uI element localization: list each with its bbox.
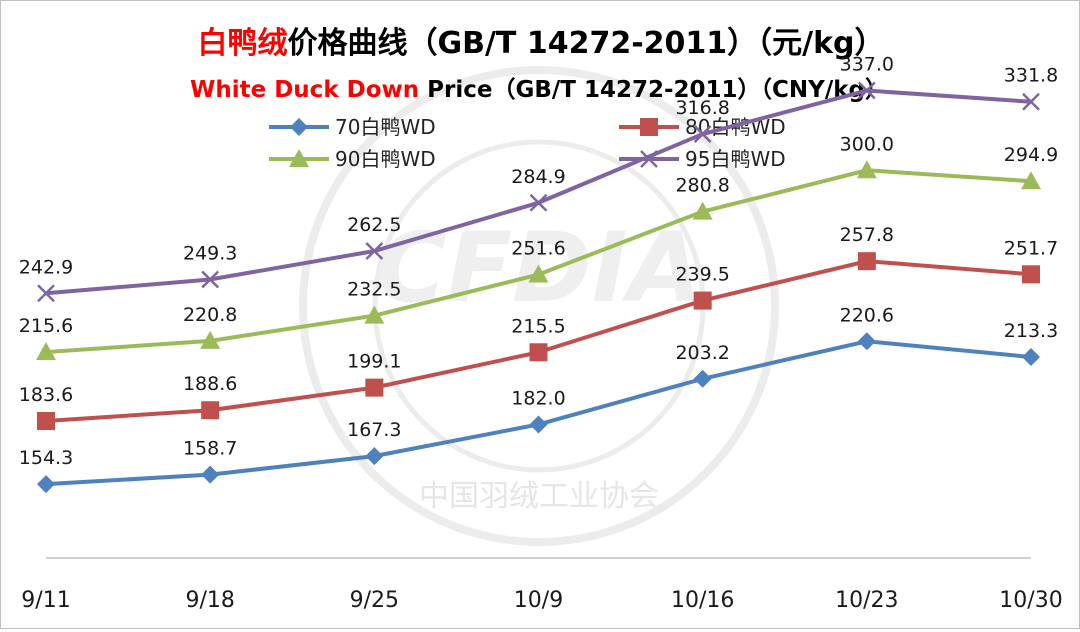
data-label: 215.5 xyxy=(511,315,565,337)
series-3 xyxy=(36,160,1041,361)
data-label: 215.6 xyxy=(19,315,73,337)
data-point xyxy=(1021,171,1041,190)
data-point xyxy=(201,401,220,420)
x-tick-label: 10/9 xyxy=(514,588,563,613)
data-label: 199.1 xyxy=(347,351,401,373)
data-point xyxy=(365,447,384,466)
chart-title-en: White Duck Down Price（GB/T 14272-2011）（C… xyxy=(190,76,888,103)
data-label: 331.8 xyxy=(1004,65,1058,87)
series-1 xyxy=(37,332,1040,494)
data-label: 262.5 xyxy=(347,214,401,236)
legend-swatch-marker xyxy=(290,118,308,136)
legend-item: 90白鸭WD xyxy=(269,147,436,171)
data-label: 203.2 xyxy=(675,342,729,364)
data-label: 242.9 xyxy=(19,256,73,278)
data-point xyxy=(528,264,549,283)
data-point xyxy=(693,291,712,310)
data-point xyxy=(693,125,712,143)
series-layer xyxy=(36,81,1041,494)
data-point xyxy=(201,465,220,484)
data-point xyxy=(857,332,876,351)
data-point xyxy=(1022,348,1040,367)
data-label: 158.7 xyxy=(183,438,237,460)
data-point xyxy=(529,415,548,434)
legend-swatch-marker xyxy=(640,118,658,136)
series-4 xyxy=(37,81,1040,303)
data-label: 280.8 xyxy=(675,175,729,197)
chart-title-cn-highlight: 白鸭绒 xyxy=(197,26,287,61)
data-label: 232.5 xyxy=(347,279,401,301)
legend-item: 70白鸭WD xyxy=(269,115,436,139)
x-tick-label: 10/30 xyxy=(999,588,1062,613)
x-tick-label: 9/11 xyxy=(21,588,70,613)
data-label: 300.0 xyxy=(840,133,894,155)
legend-item: 95白鸭WD xyxy=(619,147,786,171)
data-point xyxy=(1022,92,1040,111)
data-label: 239.5 xyxy=(675,264,729,286)
data-label: 220.6 xyxy=(840,304,894,326)
data-label: 167.3 xyxy=(347,419,401,441)
data-point xyxy=(37,411,55,430)
x-tick-label: 10/16 xyxy=(671,588,734,613)
data-label: 154.3 xyxy=(19,447,73,469)
data-label: 213.3 xyxy=(1004,320,1058,342)
data-point xyxy=(529,193,548,212)
chart-title-en-highlight: White Duck Down xyxy=(190,77,419,103)
legend-swatch-marker xyxy=(289,149,309,167)
legend-label: 95白鸭WD xyxy=(685,147,786,171)
data-label: 284.9 xyxy=(511,166,565,188)
data-point xyxy=(365,242,384,260)
data-label: 182.0 xyxy=(511,387,565,409)
data-label: 249.3 xyxy=(183,242,237,264)
data-point xyxy=(365,378,384,397)
legend-label: 90白鸭WD xyxy=(335,147,436,171)
data-point xyxy=(857,81,876,100)
data-label: 251.7 xyxy=(1004,237,1058,259)
data-label: 294.9 xyxy=(1004,144,1058,166)
chart-title-cn-rest: 价格曲线（GB/T 14272-2011）（元/kg） xyxy=(287,26,884,61)
data-point xyxy=(201,270,220,289)
data-label: 188.6 xyxy=(183,373,237,395)
data-point xyxy=(37,284,55,303)
data-label: 257.8 xyxy=(840,224,894,246)
data-label: 220.8 xyxy=(183,304,237,326)
chart-title-en-rest: Price（GB/T 14272-2011）（CNY/kg） xyxy=(419,76,888,103)
data-label: 251.6 xyxy=(511,238,565,260)
data-point xyxy=(200,330,221,349)
data-label: 337.0 xyxy=(840,54,894,76)
data-point xyxy=(364,305,385,324)
data-point xyxy=(857,252,876,271)
data-point xyxy=(692,201,713,220)
data-label: 316.8 xyxy=(675,97,729,119)
data-point xyxy=(37,475,55,494)
data-point xyxy=(36,342,56,361)
data-point xyxy=(693,369,712,388)
x-tick-label: 9/25 xyxy=(350,588,399,613)
data-label: 183.6 xyxy=(19,384,73,406)
data-point xyxy=(529,343,548,362)
x-tick-label: 9/18 xyxy=(185,588,234,613)
data-label-layer: 154.3 158.7 167.3 182.0 203.2 220.6 213.3 183.6… xyxy=(19,54,1058,470)
data-point xyxy=(1022,265,1040,284)
data-point xyxy=(856,160,877,179)
series-2 xyxy=(37,252,1040,430)
legend-label: 70白鸭WD xyxy=(335,115,436,139)
watermark-text: 中国羽绒工业协会 xyxy=(419,479,659,514)
x-axis: 9/11 9/18 9/25 10/9 10/16 10/23 10/30 xyxy=(21,557,1063,613)
chart-title-cn: 白鸭绒价格曲线（GB/T 14272-2011）（元/kg） xyxy=(197,26,884,61)
x-tick-label: 10/23 xyxy=(835,588,898,613)
